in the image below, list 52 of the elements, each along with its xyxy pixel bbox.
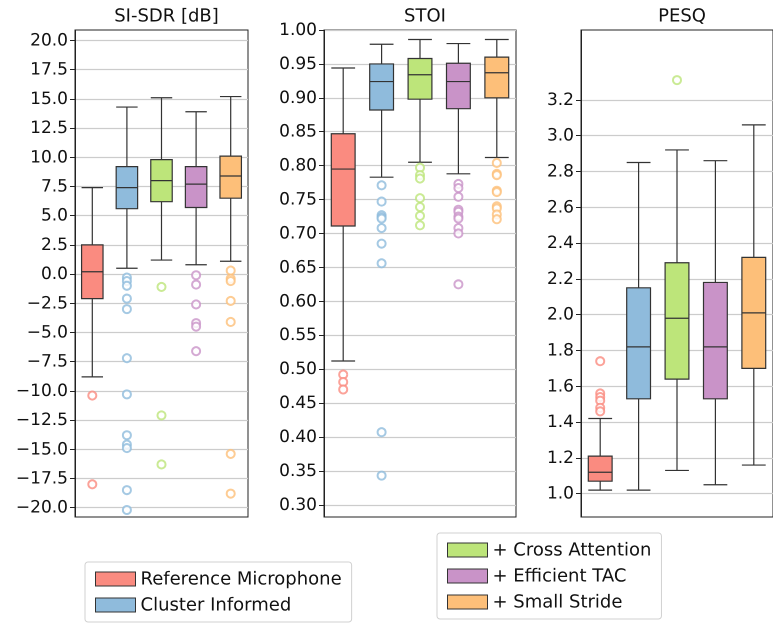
y-tick-label: 2.2 <box>546 268 574 289</box>
y-tick-label: 2.6 <box>546 197 574 218</box>
y-tick-label: 15.0 <box>30 88 68 109</box>
y-tick-label: 7.5 <box>40 176 68 196</box>
y-tick-label: 1.4 <box>546 412 574 432</box>
legend-label: + Small Stride <box>492 592 622 612</box>
y-tick-label: −15.0 <box>16 439 68 460</box>
y-tick-label: 1.8 <box>546 340 574 360</box>
y-tick-label: 20.0 <box>30 30 68 51</box>
chart-title: STOI <box>404 6 446 26</box>
y-tick-label: 2.5 <box>40 234 68 255</box>
y-tick-label: 2.0 <box>546 304 574 325</box>
y-tick-label: 3.0 <box>546 126 574 146</box>
y-tick-label: 0.85 <box>279 122 317 142</box>
y-tick-label: 0.70 <box>279 223 317 244</box>
y-tick-label: −2.5 <box>26 293 68 314</box>
y-tick-label: −20.0 <box>16 498 68 518</box>
y-tick-label: −12.5 <box>16 410 68 430</box>
y-tick-label: 0.90 <box>279 88 317 108</box>
chart-title: SI-SDR [dB] <box>114 6 219 26</box>
y-tick-label: −10.0 <box>16 380 68 401</box>
y-tick-label: −17.5 <box>16 468 68 488</box>
legend-label: Reference Microphone <box>140 568 342 590</box>
y-tick-label: 0.65 <box>279 257 317 278</box>
y-tick-label: 0.75 <box>279 190 317 210</box>
y-tick-label: 0.95 <box>279 54 317 74</box>
y-tick-label: 2.8 <box>546 161 574 182</box>
y-tick-label: 3.2 <box>546 90 574 110</box>
y-tick-label: 17.5 <box>30 60 68 80</box>
legend-label: + Efficient TAC <box>492 566 626 586</box>
y-tick-label: 0.60 <box>279 291 317 312</box>
y-tick-label: 12.5 <box>30 118 68 138</box>
y-tick-label: 2.4 <box>546 233 574 254</box>
y-tick-label: 0.55 <box>279 325 317 346</box>
y-tick-label: 5.0 <box>40 206 68 226</box>
y-tick-label: 1.0 <box>546 484 574 504</box>
legend-label: Cluster Informed <box>140 594 292 616</box>
y-tick-label: 0.40 <box>279 426 317 447</box>
legend-label: + Cross Attention <box>492 540 652 560</box>
y-tick-label: −7.5 <box>26 352 68 372</box>
y-tick-label: −5.0 <box>26 322 68 342</box>
chart-title: PESQ <box>658 6 706 26</box>
y-tick-label: 0.50 <box>279 359 317 380</box>
y-tick-label: 1.6 <box>546 376 574 396</box>
y-tick-label: 0.80 <box>279 156 317 176</box>
y-tick-label: 1.2 <box>546 448 574 468</box>
y-tick-label: 1.00 <box>279 20 317 40</box>
y-tick-label: 0.0 <box>40 264 68 284</box>
y-tick-label: 0.45 <box>279 393 317 414</box>
y-tick-label: 0.35 <box>279 460 317 481</box>
y-tick-label: 10.0 <box>30 147 68 168</box>
y-tick-label: 0.30 <box>279 494 317 515</box>
